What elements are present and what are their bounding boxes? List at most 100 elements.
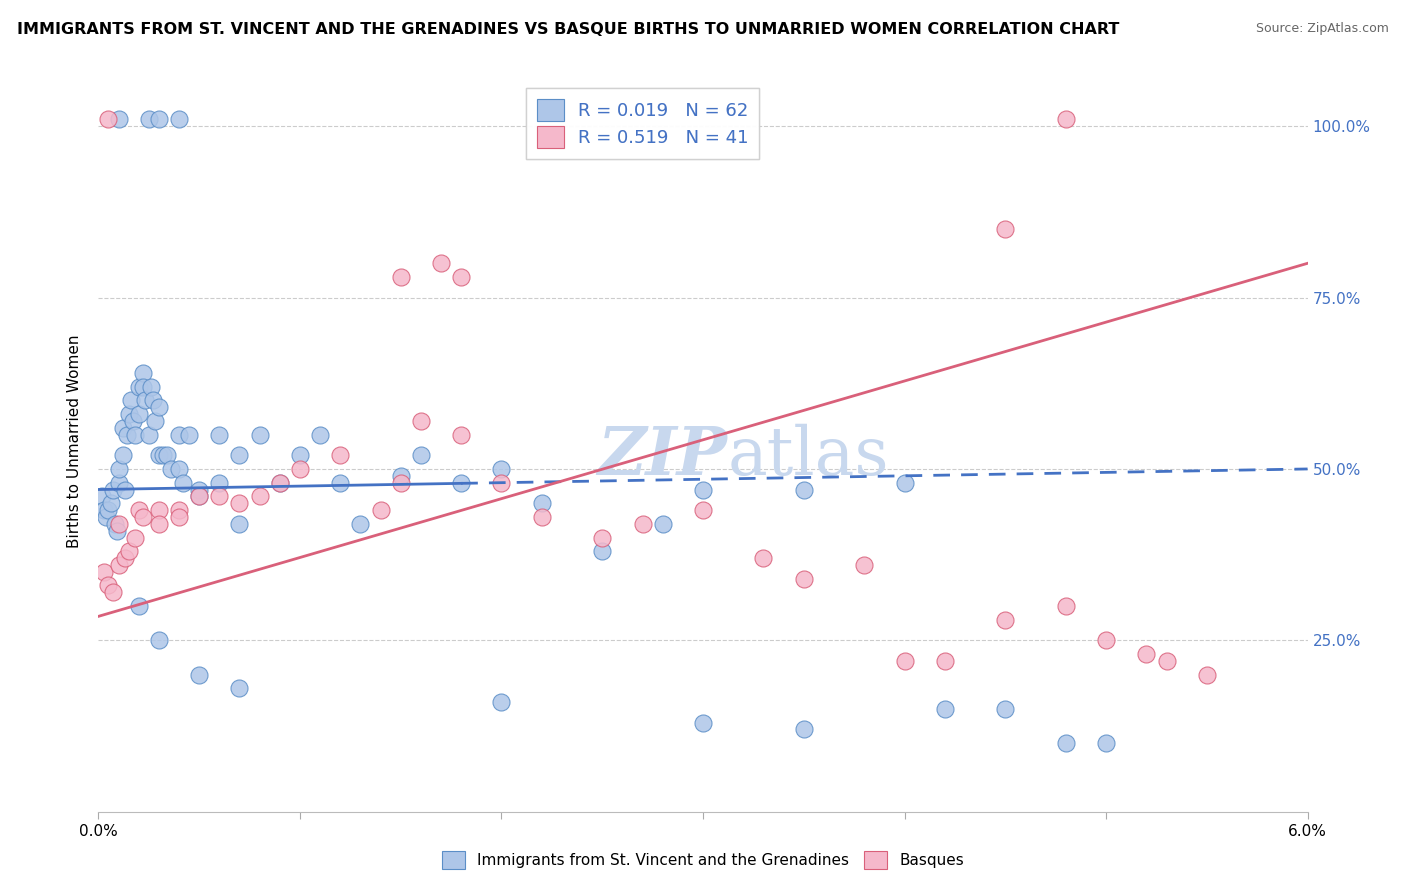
Point [105, 524, 128, 538]
Text: IMMIGRANTS FROM ST. VINCENT AND THE GRENADINES VS BASQUE BIRTHS TO UNMARRIED WOM: IMMIGRANTS FROM ST. VINCENT AND THE GREN… [17, 22, 1119, 37]
Point [188, 667, 211, 681]
Point [124, 427, 146, 442]
Point [1135, 647, 1157, 661]
Point [148, 503, 170, 517]
Point [107, 516, 129, 531]
Point [124, 531, 146, 545]
Point [115, 427, 138, 442]
Point [349, 516, 371, 531]
Point [934, 702, 956, 716]
Point [491, 462, 513, 476]
Point [128, 599, 150, 613]
Point [1195, 667, 1218, 681]
Point [491, 475, 513, 490]
Point [1054, 736, 1077, 750]
Point [114, 551, 136, 566]
Point [111, 421, 134, 435]
Point [228, 448, 250, 462]
Point [228, 496, 250, 510]
Point [994, 702, 1017, 716]
Point [793, 483, 815, 497]
Point [752, 551, 775, 566]
Point [1156, 654, 1178, 668]
Point [172, 475, 194, 490]
Point [1095, 736, 1118, 750]
Point [118, 544, 141, 558]
Point [107, 558, 129, 572]
Point [167, 462, 190, 476]
Point [793, 723, 815, 737]
Point [692, 715, 714, 730]
Point [97, 112, 120, 127]
Point [994, 222, 1017, 236]
Point [114, 483, 136, 497]
Point [1054, 112, 1077, 127]
Point [450, 475, 472, 490]
Point [132, 366, 155, 380]
Point [530, 510, 553, 524]
Point [101, 483, 124, 497]
Point [128, 407, 150, 421]
Point [100, 496, 122, 510]
Point [188, 483, 211, 497]
Point [91, 489, 114, 503]
Text: atlas: atlas [727, 424, 889, 489]
Point [156, 448, 179, 462]
Point [96, 510, 118, 524]
Point [853, 558, 876, 572]
Text: Source: ZipAtlas.com: Source: ZipAtlas.com [1256, 22, 1389, 36]
Point [631, 516, 654, 531]
Point [591, 531, 613, 545]
Point [97, 503, 120, 517]
Point [491, 695, 513, 709]
Point [370, 503, 392, 517]
Point [148, 401, 170, 415]
Point [132, 510, 155, 524]
Point [142, 393, 165, 408]
Point [188, 489, 211, 503]
Point [167, 503, 190, 517]
Point [692, 483, 714, 497]
Point [228, 516, 250, 531]
Point [430, 256, 453, 270]
Point [128, 380, 150, 394]
Point [288, 462, 311, 476]
Point [118, 407, 141, 421]
Point [128, 503, 150, 517]
Point [188, 489, 211, 503]
Point [148, 516, 170, 531]
Point [208, 427, 231, 442]
Point [450, 270, 472, 285]
Point [309, 427, 332, 442]
Point [269, 475, 291, 490]
Point [101, 585, 124, 599]
Point [893, 475, 915, 490]
Point [288, 448, 311, 462]
Point [651, 516, 673, 531]
Point [329, 475, 352, 490]
Y-axis label: Births to Unmarried Women: Births to Unmarried Women [67, 334, 83, 549]
Point [97, 578, 120, 592]
Legend: R = 0.019   N = 62, R = 0.519   N = 41: R = 0.019 N = 62, R = 0.519 N = 41 [526, 87, 759, 159]
Point [389, 468, 412, 483]
Point [934, 654, 956, 668]
Point [120, 393, 142, 408]
Point [167, 112, 190, 127]
Point [389, 270, 412, 285]
Point [1095, 633, 1118, 648]
Point [692, 503, 714, 517]
Point [409, 414, 432, 428]
Point [167, 510, 190, 524]
Point [121, 414, 143, 428]
Point [389, 475, 412, 490]
Point [591, 544, 613, 558]
Point [1054, 599, 1077, 613]
Point [107, 462, 129, 476]
Point [450, 427, 472, 442]
Point [138, 427, 160, 442]
Point [329, 448, 352, 462]
Point [160, 462, 183, 476]
Text: ZIP: ZIP [598, 424, 727, 489]
Point [134, 393, 156, 408]
Point [93, 503, 115, 517]
